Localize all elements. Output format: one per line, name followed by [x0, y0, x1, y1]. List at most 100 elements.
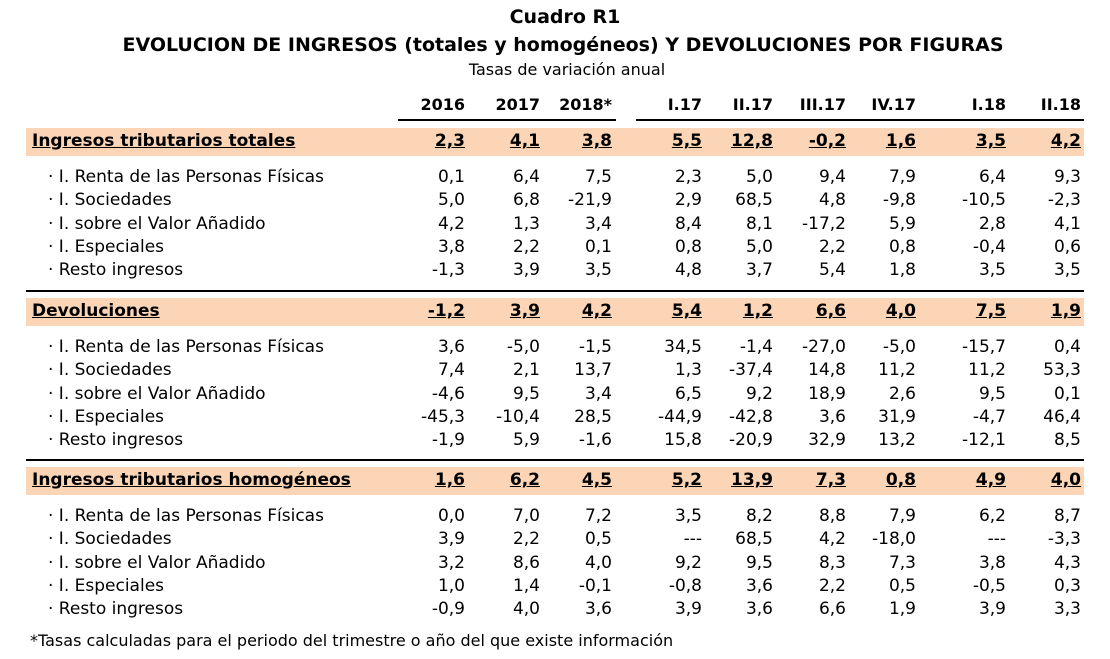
table-cell: --- [683, 529, 702, 550]
table-cell: 6,2 [978, 506, 1006, 526]
row-label: · Resto ingresos [48, 430, 184, 451]
table-cell: 9,2 [674, 552, 702, 573]
table-cell: 3,5 [674, 506, 702, 526]
table-cell: -45,3 [421, 406, 465, 427]
table-cell: -0,4 [972, 236, 1006, 257]
table-cell: 28,5 [574, 406, 612, 427]
table-cell: 4,2 [437, 213, 465, 234]
section-total-value: 12,8 [731, 131, 773, 151]
table-cell: 7,0 [512, 506, 540, 526]
table-cell: 7,3 [888, 552, 916, 573]
table-cell: -5,0 [882, 337, 916, 357]
row-label: · I. Sociedades [48, 190, 172, 211]
section-total-value: 5,2 [671, 470, 702, 490]
table-cell: 8,6 [512, 552, 540, 573]
table-cell: -18,0 [872, 529, 916, 550]
table-cell: 1,3 [674, 360, 702, 381]
column-header: III.17 [799, 95, 846, 114]
table-cell: 2,9 [674, 190, 702, 211]
row-label: · I. Sociedades [48, 360, 172, 381]
table-cell: 1,8 [888, 260, 916, 281]
section-total-value: 5,5 [671, 131, 702, 151]
table-cell: 7,9 [888, 167, 916, 187]
table-cell: 3,6 [584, 599, 612, 620]
table-cell: 3,5 [584, 260, 612, 281]
column-header: II.17 [732, 95, 773, 114]
section-total-value: 4,0 [1050, 470, 1081, 490]
table-cell: 1,4 [512, 575, 540, 596]
table-cell: 0,6 [1053, 236, 1081, 257]
table-cell: 5,0 [745, 236, 773, 257]
section-title: Ingresos tributarios totales [32, 131, 296, 151]
table-cell: 0,8 [674, 236, 702, 257]
section-total-value: -0,2 [808, 131, 846, 151]
table-cell: 9,3 [1053, 167, 1081, 187]
section-total-value: 1,2 [742, 301, 773, 321]
table-cell: 8,4 [674, 213, 702, 234]
table-cell: -12,1 [962, 430, 1006, 451]
table-cell: -44,9 [658, 406, 702, 427]
table-cell: -1,3 [431, 260, 465, 281]
table-cell: 7,2 [584, 506, 612, 526]
table-cell: 3,2 [437, 552, 465, 573]
table-cell: 3,4 [584, 383, 612, 404]
table-cell: 4,2 [818, 529, 846, 550]
table-cell: 5,0 [745, 167, 773, 187]
table-cell: 6,5 [674, 383, 702, 404]
table-cell: -0,9 [431, 599, 465, 620]
column-header: I.17 [667, 95, 702, 114]
table-cell: 9,5 [978, 383, 1006, 404]
table-cell: -37,4 [729, 360, 773, 381]
table-cell: 6,4 [978, 167, 1006, 187]
table-cell: 31,9 [878, 406, 916, 427]
table-cell: 46,4 [1043, 406, 1081, 427]
table-cell: 68,5 [735, 190, 773, 211]
table-cell: 4,0 [584, 552, 612, 573]
table-cell: 6,6 [818, 599, 846, 620]
table-cell: 7,5 [584, 167, 612, 187]
row-label: · Resto ingresos [48, 260, 184, 281]
table-cell: 8,7 [1053, 506, 1081, 526]
table-cell: 3,9 [978, 599, 1006, 620]
table-cell: 5,4 [818, 260, 846, 281]
table-cell: -9,8 [882, 190, 916, 211]
section-total-value: 4,2 [1050, 131, 1081, 151]
table-cell: 5,9 [888, 213, 916, 234]
table-cell: 0,3 [1053, 575, 1081, 596]
section-total-value: 7,5 [975, 301, 1006, 321]
table-cell: -4,7 [972, 406, 1006, 427]
table-number: Cuadro R1 [509, 6, 621, 28]
table-cell: 18,9 [808, 383, 846, 404]
table-cell: 9,2 [745, 383, 773, 404]
column-header: 2016 [420, 95, 465, 114]
table-cell: 2,2 [512, 529, 540, 550]
section-total-value: 3,5 [975, 131, 1006, 151]
table-cell: 6,4 [512, 167, 540, 187]
column-header: I.18 [971, 95, 1006, 114]
section-total-value: 2,3 [434, 131, 465, 151]
table-cell: 4,1 [1053, 213, 1081, 234]
table-cell: 32,9 [808, 430, 846, 451]
table-cell: 1,9 [888, 599, 916, 620]
table-cell: 3,6 [818, 406, 846, 427]
table-cell: 0,8 [888, 236, 916, 257]
table-cell: 13,2 [878, 430, 916, 451]
table-cell: 0,0 [437, 506, 465, 526]
table-cell: -4,6 [431, 383, 465, 404]
table-cell: -0,1 [578, 575, 612, 596]
table-cell: 8,5 [1053, 430, 1081, 451]
table-cell: -21,9 [568, 190, 612, 211]
table-cell: -5,0 [506, 337, 540, 357]
table-cell: 8,2 [745, 506, 773, 526]
table-cell: -42,8 [729, 406, 773, 427]
table-cell: -17,2 [802, 213, 846, 234]
table-cell: -0,8 [668, 575, 702, 596]
section-total-value: 5,4 [671, 301, 702, 321]
table-cell: 68,5 [735, 529, 773, 550]
section-total-value: 1,6 [885, 131, 916, 151]
table-cell: 11,2 [968, 360, 1006, 381]
row-label: · I. Renta de las Personas Físicas [48, 337, 324, 357]
section-total-value: 13,9 [731, 470, 773, 490]
table-cell: 3,4 [584, 213, 612, 234]
table-cell: 3,6 [745, 599, 773, 620]
